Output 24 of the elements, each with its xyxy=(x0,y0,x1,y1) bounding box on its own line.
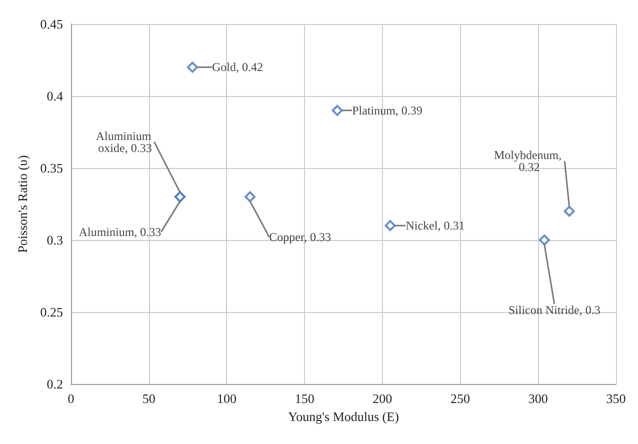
x-tick-label: 0 xyxy=(68,391,74,406)
x-tick-label: 100 xyxy=(216,391,236,406)
x-tick-label: 350 xyxy=(606,391,626,406)
data-label: Nickel, 0.31 xyxy=(406,218,465,233)
y-axis-title: Poisson's Ratio (υ) xyxy=(15,155,30,253)
x-tick-label: 200 xyxy=(372,391,392,406)
y-tick-label: 0.3 xyxy=(46,232,63,248)
x-tick-label: 300 xyxy=(528,391,548,406)
y-tick-label: 0.4 xyxy=(46,88,64,104)
data-label: Aluminium oxide, 0.33 xyxy=(96,128,154,155)
data-label: Gold, 0.42 xyxy=(212,60,263,74)
data-label: Copper, 0.33 xyxy=(269,230,331,244)
data-label: Aluminium, 0.33 xyxy=(78,224,162,239)
x-axis-title: Young's Modulus (E) xyxy=(288,409,399,424)
y-tick-label: 0.35 xyxy=(40,160,63,176)
y-tick-label: 0.2 xyxy=(46,376,63,392)
data-label: Platinum, 0.39 xyxy=(352,103,422,118)
data-label: Silicon Nitride, 0.3 xyxy=(508,303,600,317)
x-tick-label: 50 xyxy=(142,391,156,406)
data-label: Molybdenum, 0.32 xyxy=(494,148,565,174)
x-tick-label: 250 xyxy=(450,391,470,406)
y-tick-label: 0.25 xyxy=(40,304,63,320)
x-tick-label: 150 xyxy=(294,391,314,406)
y-tick-label: 0.45 xyxy=(40,16,63,32)
